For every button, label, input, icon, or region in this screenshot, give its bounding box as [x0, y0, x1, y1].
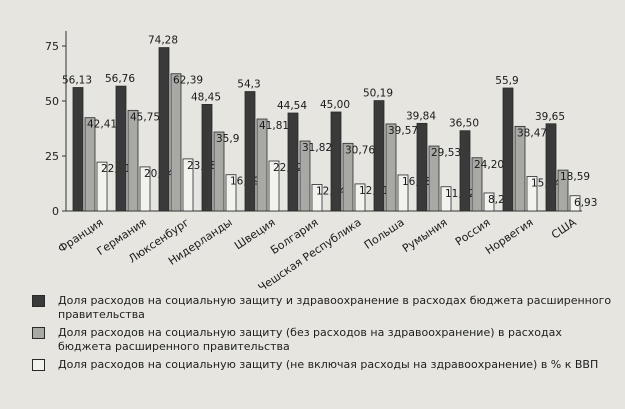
- chart-legend: Доля расходов на социальную защиту и здр…: [24, 294, 614, 376]
- bar: [225, 174, 237, 212]
- data-label: 29,53: [431, 147, 461, 159]
- bar: [471, 157, 483, 212]
- data-label: 6,93: [574, 197, 597, 209]
- legend-swatch: [32, 359, 45, 371]
- bar: [72, 87, 84, 212]
- bar: [115, 85, 127, 212]
- bar: [96, 161, 108, 212]
- bar: [416, 122, 428, 212]
- data-label: 48,45: [191, 91, 221, 103]
- bar: [526, 176, 538, 212]
- data-label: 30,76: [345, 144, 375, 156]
- y-tick-label: 75: [45, 40, 59, 53]
- bar: [373, 100, 385, 212]
- data-label: 45,00: [320, 99, 350, 111]
- bar: [342, 142, 354, 212]
- y-tick-label: 50: [45, 95, 59, 108]
- data-label: 74,28: [148, 35, 178, 47]
- bar: [502, 87, 514, 212]
- bar: [385, 123, 397, 212]
- category-label: Норвегия: [483, 216, 536, 257]
- bar-chart: 025507556,1342,4122,21Франция56,7645,752…: [45, 31, 597, 290]
- legend-item: Доля расходов на социальную защиту (без …: [24, 326, 614, 354]
- y-tick-label: 0: [52, 205, 59, 218]
- bar: [440, 186, 452, 212]
- legend-label: Доля расходов на социальную защиту (не в…: [58, 358, 599, 371]
- bar: [545, 123, 557, 212]
- data-label: 18,59: [560, 171, 590, 183]
- bar: [514, 125, 526, 212]
- data-label: 35,9: [216, 133, 239, 145]
- legend-swatch: [32, 327, 45, 339]
- bar: [287, 112, 299, 212]
- data-label: 41,81: [259, 120, 289, 132]
- bar: [170, 73, 182, 212]
- bar: [158, 47, 170, 212]
- data-label: 39,65: [535, 111, 565, 123]
- data-label: 24,20: [474, 159, 504, 171]
- legend-swatch: [32, 295, 45, 307]
- bar: [201, 104, 213, 212]
- bar: [268, 160, 280, 212]
- bar: [213, 131, 225, 212]
- data-label: 39,84: [406, 110, 436, 122]
- bar: [244, 91, 256, 212]
- bar: [84, 117, 96, 212]
- bar: [483, 192, 495, 212]
- data-label: 62,39: [173, 75, 203, 87]
- data-label: 56,76: [105, 73, 135, 85]
- bar: [127, 109, 139, 212]
- bar: [428, 145, 440, 212]
- data-label: 44,54: [277, 100, 307, 112]
- bar: [299, 140, 311, 212]
- bar: [256, 118, 268, 212]
- data-label: 42,41: [87, 119, 117, 131]
- data-label: 45,75: [130, 111, 160, 123]
- bar: [569, 195, 581, 212]
- y-tick-label: 25: [45, 150, 59, 163]
- bar: [354, 183, 366, 212]
- bar: [330, 111, 342, 212]
- bar: [557, 169, 569, 212]
- legend-item: Доля расходов на социальную защиту и здр…: [24, 294, 614, 322]
- legend-label: Доля расходов на социальную защиту и здр…: [58, 294, 612, 321]
- data-label: 50,19: [363, 88, 393, 100]
- data-label: 38,47: [517, 127, 547, 139]
- category-label: Румыния: [400, 216, 450, 255]
- data-label: 36,50: [449, 118, 479, 130]
- data-label: 56,13: [62, 75, 92, 87]
- bar: [182, 158, 194, 212]
- data-label: 55,9: [495, 75, 518, 87]
- legend-item: Доля расходов на социальную защиту (не в…: [24, 358, 614, 372]
- data-label: 54,3: [237, 79, 260, 91]
- bar: [311, 184, 323, 212]
- bar: [139, 166, 151, 212]
- data-label: 31,82: [302, 142, 332, 154]
- category-label: Польша: [362, 216, 407, 252]
- data-label: 39,57: [388, 125, 418, 137]
- category-label: США: [549, 215, 579, 241]
- legend-label: Доля расходов на социальную защиту (без …: [58, 326, 562, 353]
- bar: [397, 174, 409, 212]
- bar: [459, 130, 471, 212]
